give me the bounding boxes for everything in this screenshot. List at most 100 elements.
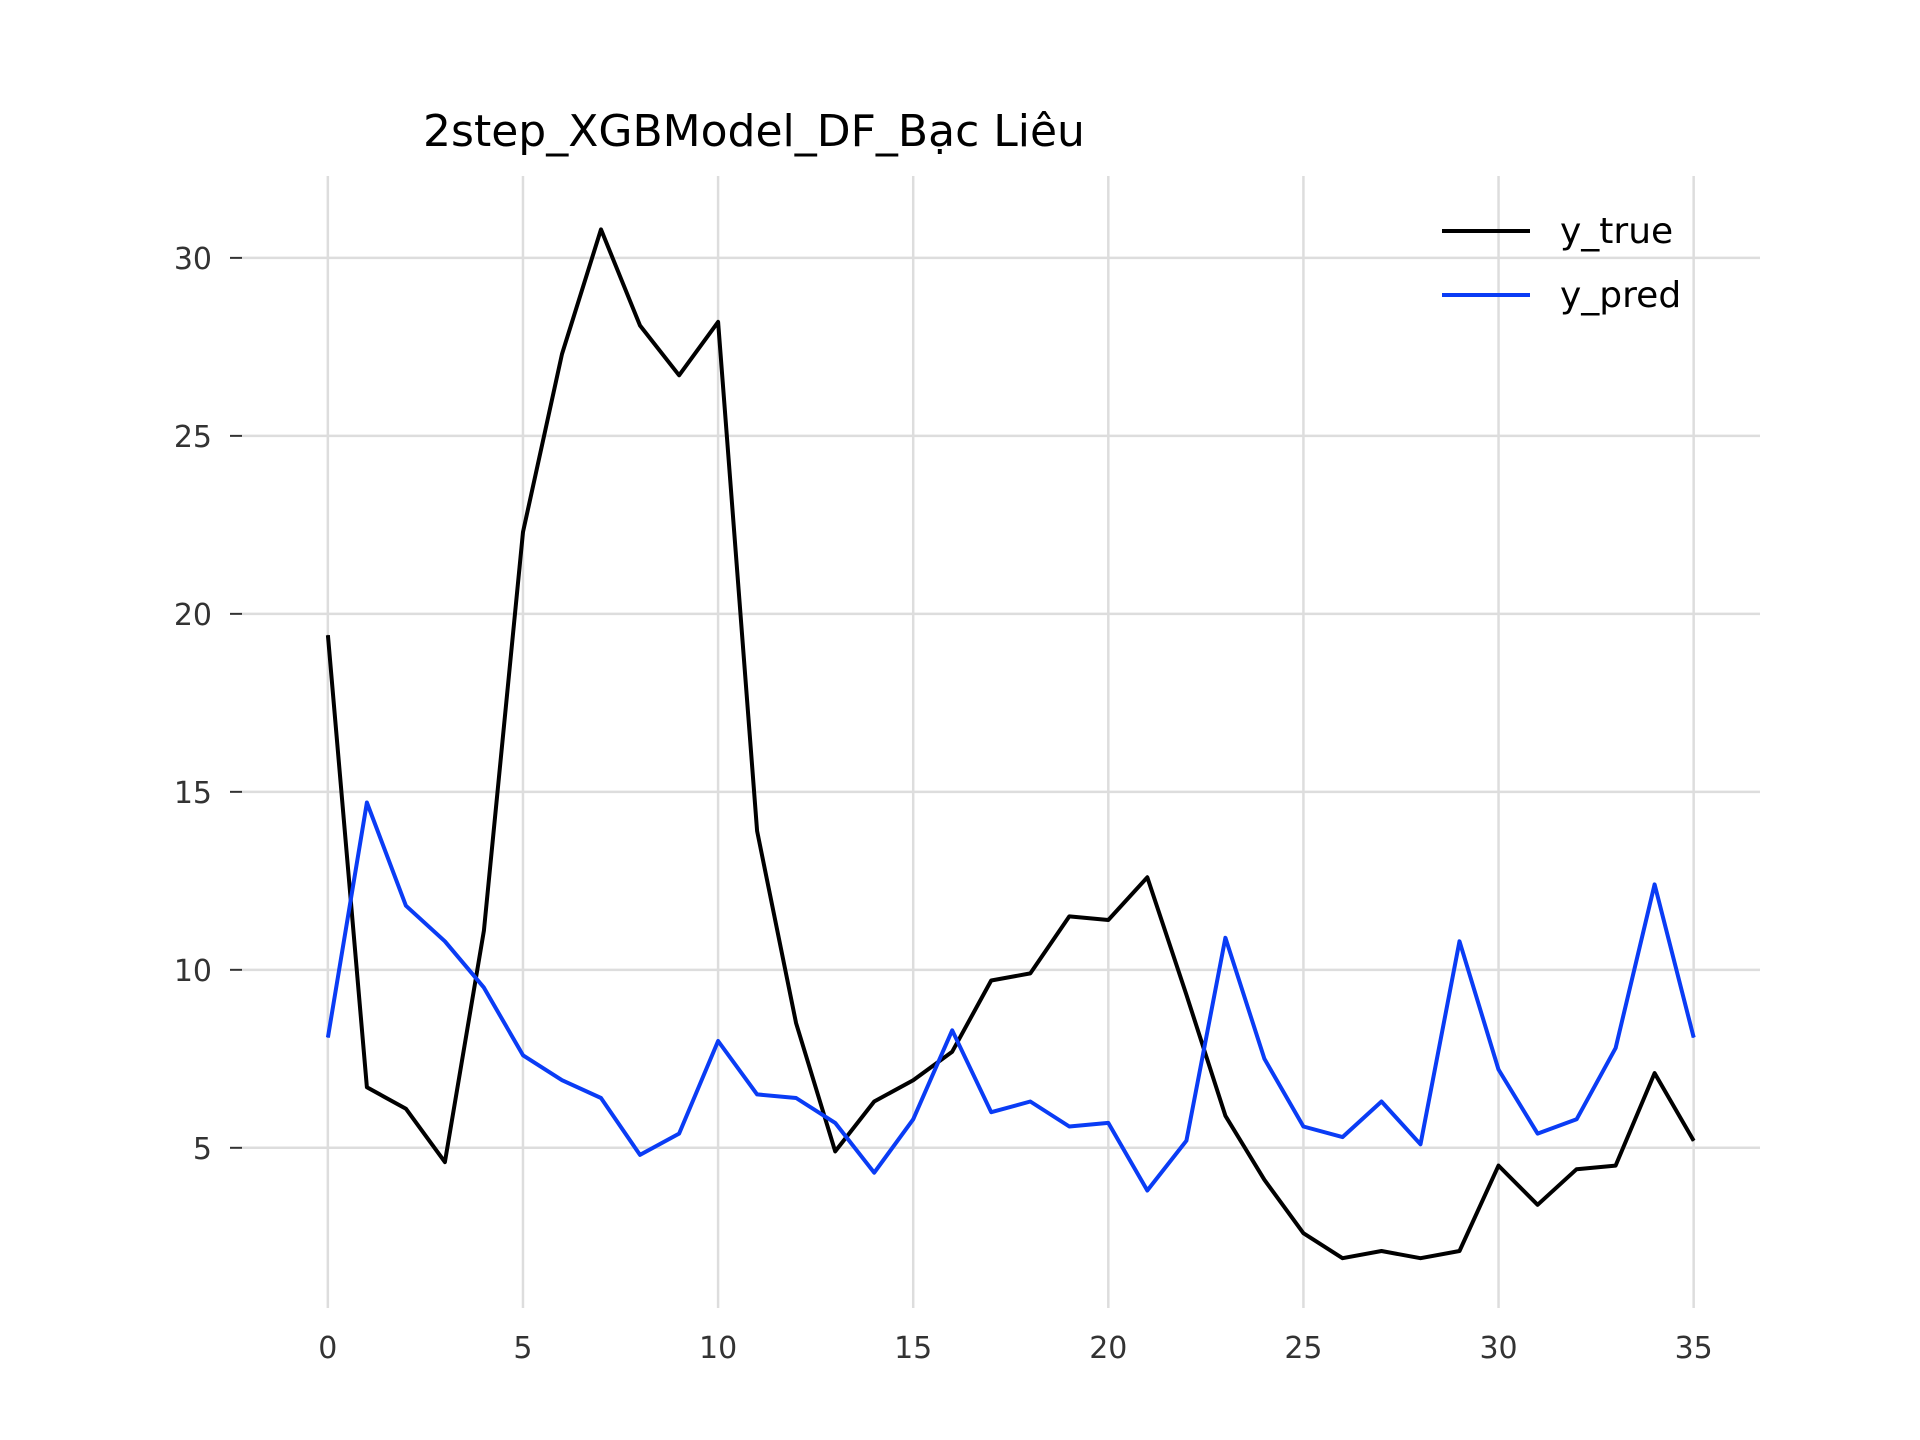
data-point (1107, 919, 1109, 921)
data-point (483, 987, 485, 989)
y-tick-label: 25 (174, 420, 212, 455)
data-point (1498, 1069, 1499, 1070)
x-tick-label: 30 (1479, 1331, 1517, 1366)
data-point (795, 1097, 797, 1099)
data-point (951, 1051, 953, 1053)
data-point (834, 1122, 836, 1124)
x-tick-label: 5 (513, 1331, 532, 1366)
data-point (444, 1161, 446, 1163)
data-point (600, 228, 602, 230)
data-point (1693, 1037, 1695, 1038)
data-point (1107, 1122, 1109, 1124)
y-tick-label: 20 (174, 598, 212, 633)
series-line-y_true (325, 227, 1696, 1261)
data-point (1263, 1179, 1265, 1181)
plot-area (325, 227, 1696, 1261)
data-point (1381, 1101, 1382, 1102)
data-point (678, 374, 680, 376)
data-point (405, 905, 407, 907)
data-point (756, 830, 758, 832)
legend-item-y_true: y_true (1442, 211, 1673, 252)
data-point (1224, 937, 1226, 939)
data-point (1459, 1250, 1460, 1252)
data-point (600, 1097, 602, 1099)
data-point (756, 1093, 758, 1095)
data-point (1381, 1250, 1382, 1252)
axis-ticks: 0 5 10 15 20 25 30 35 5 10 15 20 25 30 (174, 242, 1713, 1366)
y-tick-label: 15 (174, 776, 212, 811)
data-point (522, 1054, 524, 1056)
legend: y_true y_pred (1442, 211, 1681, 316)
data-point (1537, 1204, 1539, 1206)
data-point (327, 1037, 329, 1038)
legend-label: y_true (1560, 211, 1673, 252)
data-point (951, 1029, 953, 1031)
data-point (1420, 1257, 1421, 1259)
data-point (834, 1150, 836, 1152)
data-point (444, 940, 446, 942)
data-point (1302, 1232, 1304, 1234)
data-point (1576, 1118, 1578, 1120)
x-tick-label: 10 (699, 1331, 737, 1366)
data-point (990, 980, 992, 981)
data-point (1693, 1140, 1695, 1142)
data-point (639, 1154, 641, 1156)
data-point (1654, 883, 1656, 885)
legend-label: y_pred (1560, 275, 1681, 316)
data-point (1498, 1165, 1499, 1167)
y-tick-label: 30 (174, 242, 212, 277)
chart-title: 2step_XGBModel_DF_Bạc Liêu (423, 106, 1085, 157)
data-point (1029, 1101, 1031, 1102)
data-point (1068, 915, 1070, 917)
data-point (327, 634, 329, 636)
data-point (1029, 972, 1031, 974)
data-point (1302, 1126, 1304, 1127)
data-point (522, 531, 524, 533)
data-point (873, 1101, 875, 1102)
data-point (678, 1133, 680, 1135)
data-point (561, 353, 563, 355)
data-point (561, 1079, 563, 1081)
series-y_pred (325, 800, 1696, 1193)
data-point (1185, 994, 1187, 996)
x-tick-label: 35 (1675, 1331, 1713, 1366)
data-point (1342, 1136, 1343, 1138)
data-point (717, 321, 719, 323)
data-point (1224, 1115, 1226, 1117)
data-point (912, 1118, 914, 1120)
data-point (1068, 1126, 1070, 1127)
data-point (366, 1086, 368, 1088)
data-point (990, 1111, 992, 1113)
data-point (873, 1172, 875, 1174)
x-tick-label: 0 (318, 1331, 337, 1366)
data-point (1615, 1165, 1617, 1167)
data-point (1342, 1257, 1343, 1259)
data-point (405, 1108, 407, 1110)
data-point (912, 1079, 914, 1081)
series-y_true (325, 227, 1696, 1261)
data-point (483, 930, 485, 932)
x-tick-label: 20 (1089, 1331, 1127, 1366)
data-point (1576, 1168, 1578, 1170)
data-point (717, 1040, 719, 1042)
y-tick-label: 10 (174, 954, 212, 989)
data-point (366, 802, 368, 803)
legend-item-y_pred: y_pred (1442, 275, 1681, 316)
data-point (1615, 1047, 1617, 1049)
x-tick-label: 15 (894, 1331, 932, 1366)
data-point (1459, 940, 1460, 942)
data-point (795, 1022, 797, 1024)
y-tick-label: 5 (193, 1132, 212, 1167)
data-point (1537, 1133, 1539, 1135)
data-point (1654, 1072, 1656, 1074)
data-point (1146, 1190, 1148, 1191)
series-line-y_pred (325, 800, 1696, 1193)
data-point (639, 325, 641, 326)
data-point (1420, 1143, 1421, 1145)
data-point (1185, 1140, 1187, 1142)
data-point (1146, 876, 1148, 878)
grid (242, 176, 1760, 1308)
x-tick-label: 25 (1284, 1331, 1322, 1366)
data-point (1263, 1058, 1265, 1060)
